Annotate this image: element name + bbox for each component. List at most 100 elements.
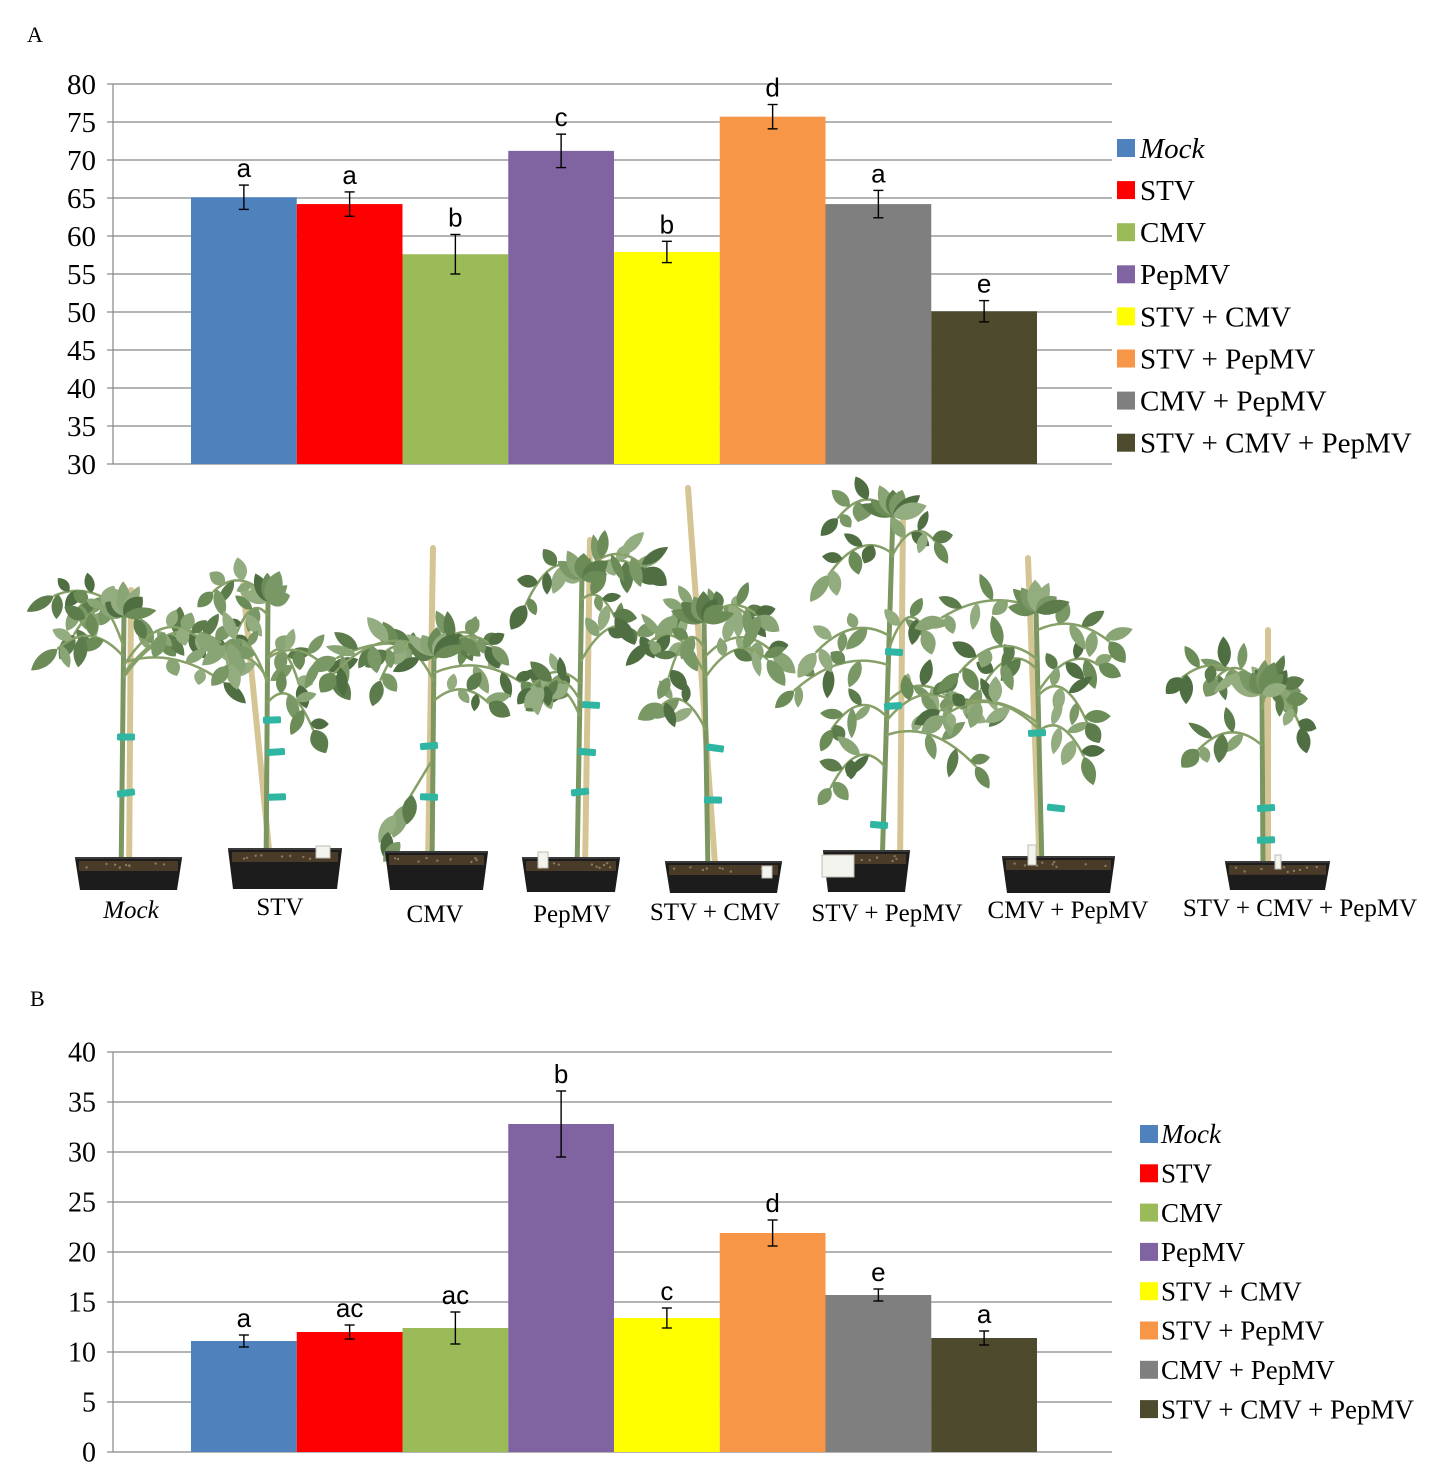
leaf xyxy=(681,643,699,672)
leaf xyxy=(1085,723,1102,743)
leaf xyxy=(1184,645,1200,668)
soil-speck xyxy=(595,865,598,868)
photo-label-cmv: CMV xyxy=(407,901,464,928)
leaf xyxy=(1081,745,1105,757)
legend-label-mock: Mock xyxy=(1160,1119,1222,1149)
leaf xyxy=(916,532,928,554)
bar-stv-pepmv xyxy=(719,116,826,465)
leaf xyxy=(488,632,505,645)
leaf xyxy=(393,640,406,654)
petiole xyxy=(1037,724,1086,758)
leaf xyxy=(202,613,219,638)
leaf xyxy=(990,615,1004,647)
petiole xyxy=(1037,685,1089,724)
plant-tag xyxy=(761,865,773,879)
legend-label-pepmv: PepMV xyxy=(1140,259,1230,291)
soil-speck xyxy=(254,854,257,857)
y-tick-label: 80 xyxy=(67,69,96,101)
plant-clip xyxy=(1046,803,1066,813)
leaf xyxy=(984,707,1011,723)
leaf xyxy=(310,729,329,754)
bar-pepmv xyxy=(508,150,614,464)
significance-letter: c xyxy=(555,102,568,132)
leaf xyxy=(861,545,876,564)
leaf xyxy=(843,533,863,547)
petiole xyxy=(1197,731,1264,751)
leaf xyxy=(1188,722,1213,739)
soil-speck xyxy=(895,857,898,861)
leaf xyxy=(952,693,966,707)
significance-letter: ac xyxy=(336,1293,363,1323)
leaf xyxy=(1049,666,1061,687)
significance-letter: a xyxy=(237,1303,252,1333)
leaf xyxy=(542,571,552,595)
soil-speck xyxy=(1055,865,1058,869)
y-tick-label: 35 xyxy=(67,411,96,443)
leaf xyxy=(284,628,296,651)
stem xyxy=(574,572,585,875)
leaf xyxy=(933,541,949,564)
legend-label-stv-pepmv: STV + PepMV xyxy=(1161,1316,1325,1346)
plant-cmv xyxy=(309,545,538,890)
leaf xyxy=(820,708,844,720)
y-tick-label: 25 xyxy=(68,1188,96,1219)
soil xyxy=(1229,865,1326,875)
leaf xyxy=(962,667,979,692)
leaf xyxy=(491,645,510,666)
plant-tag xyxy=(1027,844,1037,866)
legend-swatch-stv xyxy=(1140,1164,1158,1183)
legend-label-stv-cmv: STV + CMV xyxy=(1161,1276,1302,1306)
leaf xyxy=(657,677,671,700)
soil-speck xyxy=(606,862,609,865)
leaf xyxy=(526,598,538,616)
plant-pepmv xyxy=(509,529,669,892)
leaf xyxy=(704,611,735,625)
leaf xyxy=(818,648,833,673)
leaf xyxy=(59,645,71,668)
soil-speck xyxy=(308,857,312,860)
plant-stv-pepmv xyxy=(775,476,990,892)
plant-clip xyxy=(883,701,903,711)
y-tick-label: 75 xyxy=(67,107,96,139)
soil-speck xyxy=(289,854,292,858)
leaf xyxy=(378,815,397,843)
leaf xyxy=(733,648,753,662)
leaf xyxy=(978,649,993,668)
plant-clip xyxy=(1027,729,1047,737)
leaf xyxy=(384,649,395,669)
stem xyxy=(118,609,127,885)
leaf xyxy=(1066,721,1092,734)
leaf xyxy=(1105,627,1133,641)
leaf xyxy=(276,670,287,694)
plant-stv-cmv xyxy=(625,485,796,893)
leaf xyxy=(1036,599,1070,615)
petiole xyxy=(890,529,936,558)
legend-label-stv: STV xyxy=(1140,175,1195,207)
soil-speck xyxy=(162,863,166,866)
leaf xyxy=(382,673,398,692)
leaf xyxy=(434,644,466,659)
soil-speck xyxy=(417,860,420,863)
leaf xyxy=(1199,746,1211,763)
leaf xyxy=(810,575,830,602)
soil xyxy=(232,852,338,862)
leaf xyxy=(614,617,635,645)
plant-clip xyxy=(1256,836,1276,844)
leaf xyxy=(645,566,667,587)
leaf xyxy=(165,609,178,628)
leaf xyxy=(846,612,859,629)
plant-photo-labels: Mock STV CMV PepMV STV + CMV STV + PepMV… xyxy=(102,894,1417,928)
leaf xyxy=(812,625,832,640)
leaf xyxy=(292,650,305,671)
leaf xyxy=(797,652,817,678)
leaf xyxy=(794,686,804,708)
bar-stv-pepmv xyxy=(719,1233,826,1452)
leaf xyxy=(641,613,661,636)
leaf xyxy=(1213,673,1238,693)
leaf xyxy=(446,673,458,691)
petiole xyxy=(814,626,890,654)
leaf xyxy=(837,632,848,653)
y-tick-label: 50 xyxy=(67,297,96,329)
soil-speck xyxy=(1023,864,1027,867)
leaf xyxy=(509,605,528,630)
